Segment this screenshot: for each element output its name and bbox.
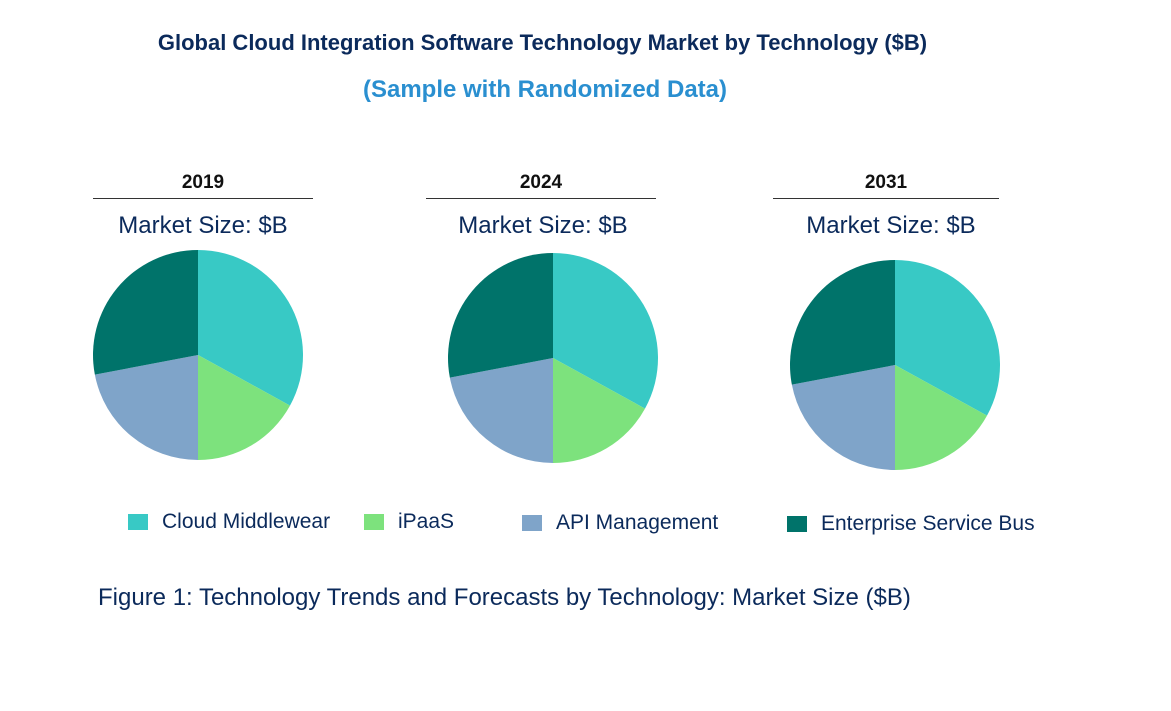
legend-item-ipaas: iPaaS [364, 510, 454, 534]
legend-swatch [364, 514, 384, 530]
chart-title: Global Cloud Integration Software Techno… [157, 30, 928, 55]
figure-caption: Figure 1: Technology Trends and Forecast… [98, 584, 911, 611]
legend-label: Enterprise Service Bus [821, 512, 1035, 535]
legend-label: iPaaS [398, 510, 455, 533]
pie-slice-2031-api-management [791, 365, 895, 470]
pie-year-2024: 2024 [426, 172, 656, 199]
pie-slice-2019-ipaas [198, 355, 291, 460]
market-size-label-2024: Market Size: $B [458, 212, 628, 239]
legend-swatch [787, 516, 807, 532]
pie-slice-2019-enterprise-service-bus [92, 250, 198, 375]
legend-item-enterprise-service-bus: Enterprise Service Bus [787, 512, 1035, 536]
pie-slice-2024-cloud-middlewear [553, 253, 658, 409]
pie-slice-2024-enterprise-service-bus [448, 253, 553, 378]
chart-subtitle: (Sample with Randomized Data) [362, 76, 728, 103]
pie-slice-2019-cloud-middlewear [198, 250, 304, 406]
legend-label: Cloud Middlewear [162, 510, 331, 533]
legend-swatch [128, 514, 148, 530]
pie-year-2031: 2031 [773, 172, 999, 199]
market-size-label-2031: Market Size: $B [806, 212, 976, 239]
market-size-label-2019: Market Size: $B [118, 212, 288, 239]
legend-label: API Management [556, 511, 719, 534]
pie-slice-2019-api-management [94, 355, 198, 460]
pie-slice-2024-ipaas [553, 358, 646, 463]
legend-swatch [522, 515, 542, 531]
pie-slice-2031-enterprise-service-bus [790, 260, 895, 385]
legend-item-cloud-middlewear: Cloud Middlewear [128, 510, 330, 534]
pie-slice-2031-cloud-middlewear [895, 260, 1000, 416]
pie-slice-2031-ipaas [895, 365, 988, 470]
pie-year-2019: 2019 [93, 172, 313, 199]
legend-item-api-management: API Management [522, 511, 718, 535]
pie-slice-2024-api-management [449, 358, 553, 463]
